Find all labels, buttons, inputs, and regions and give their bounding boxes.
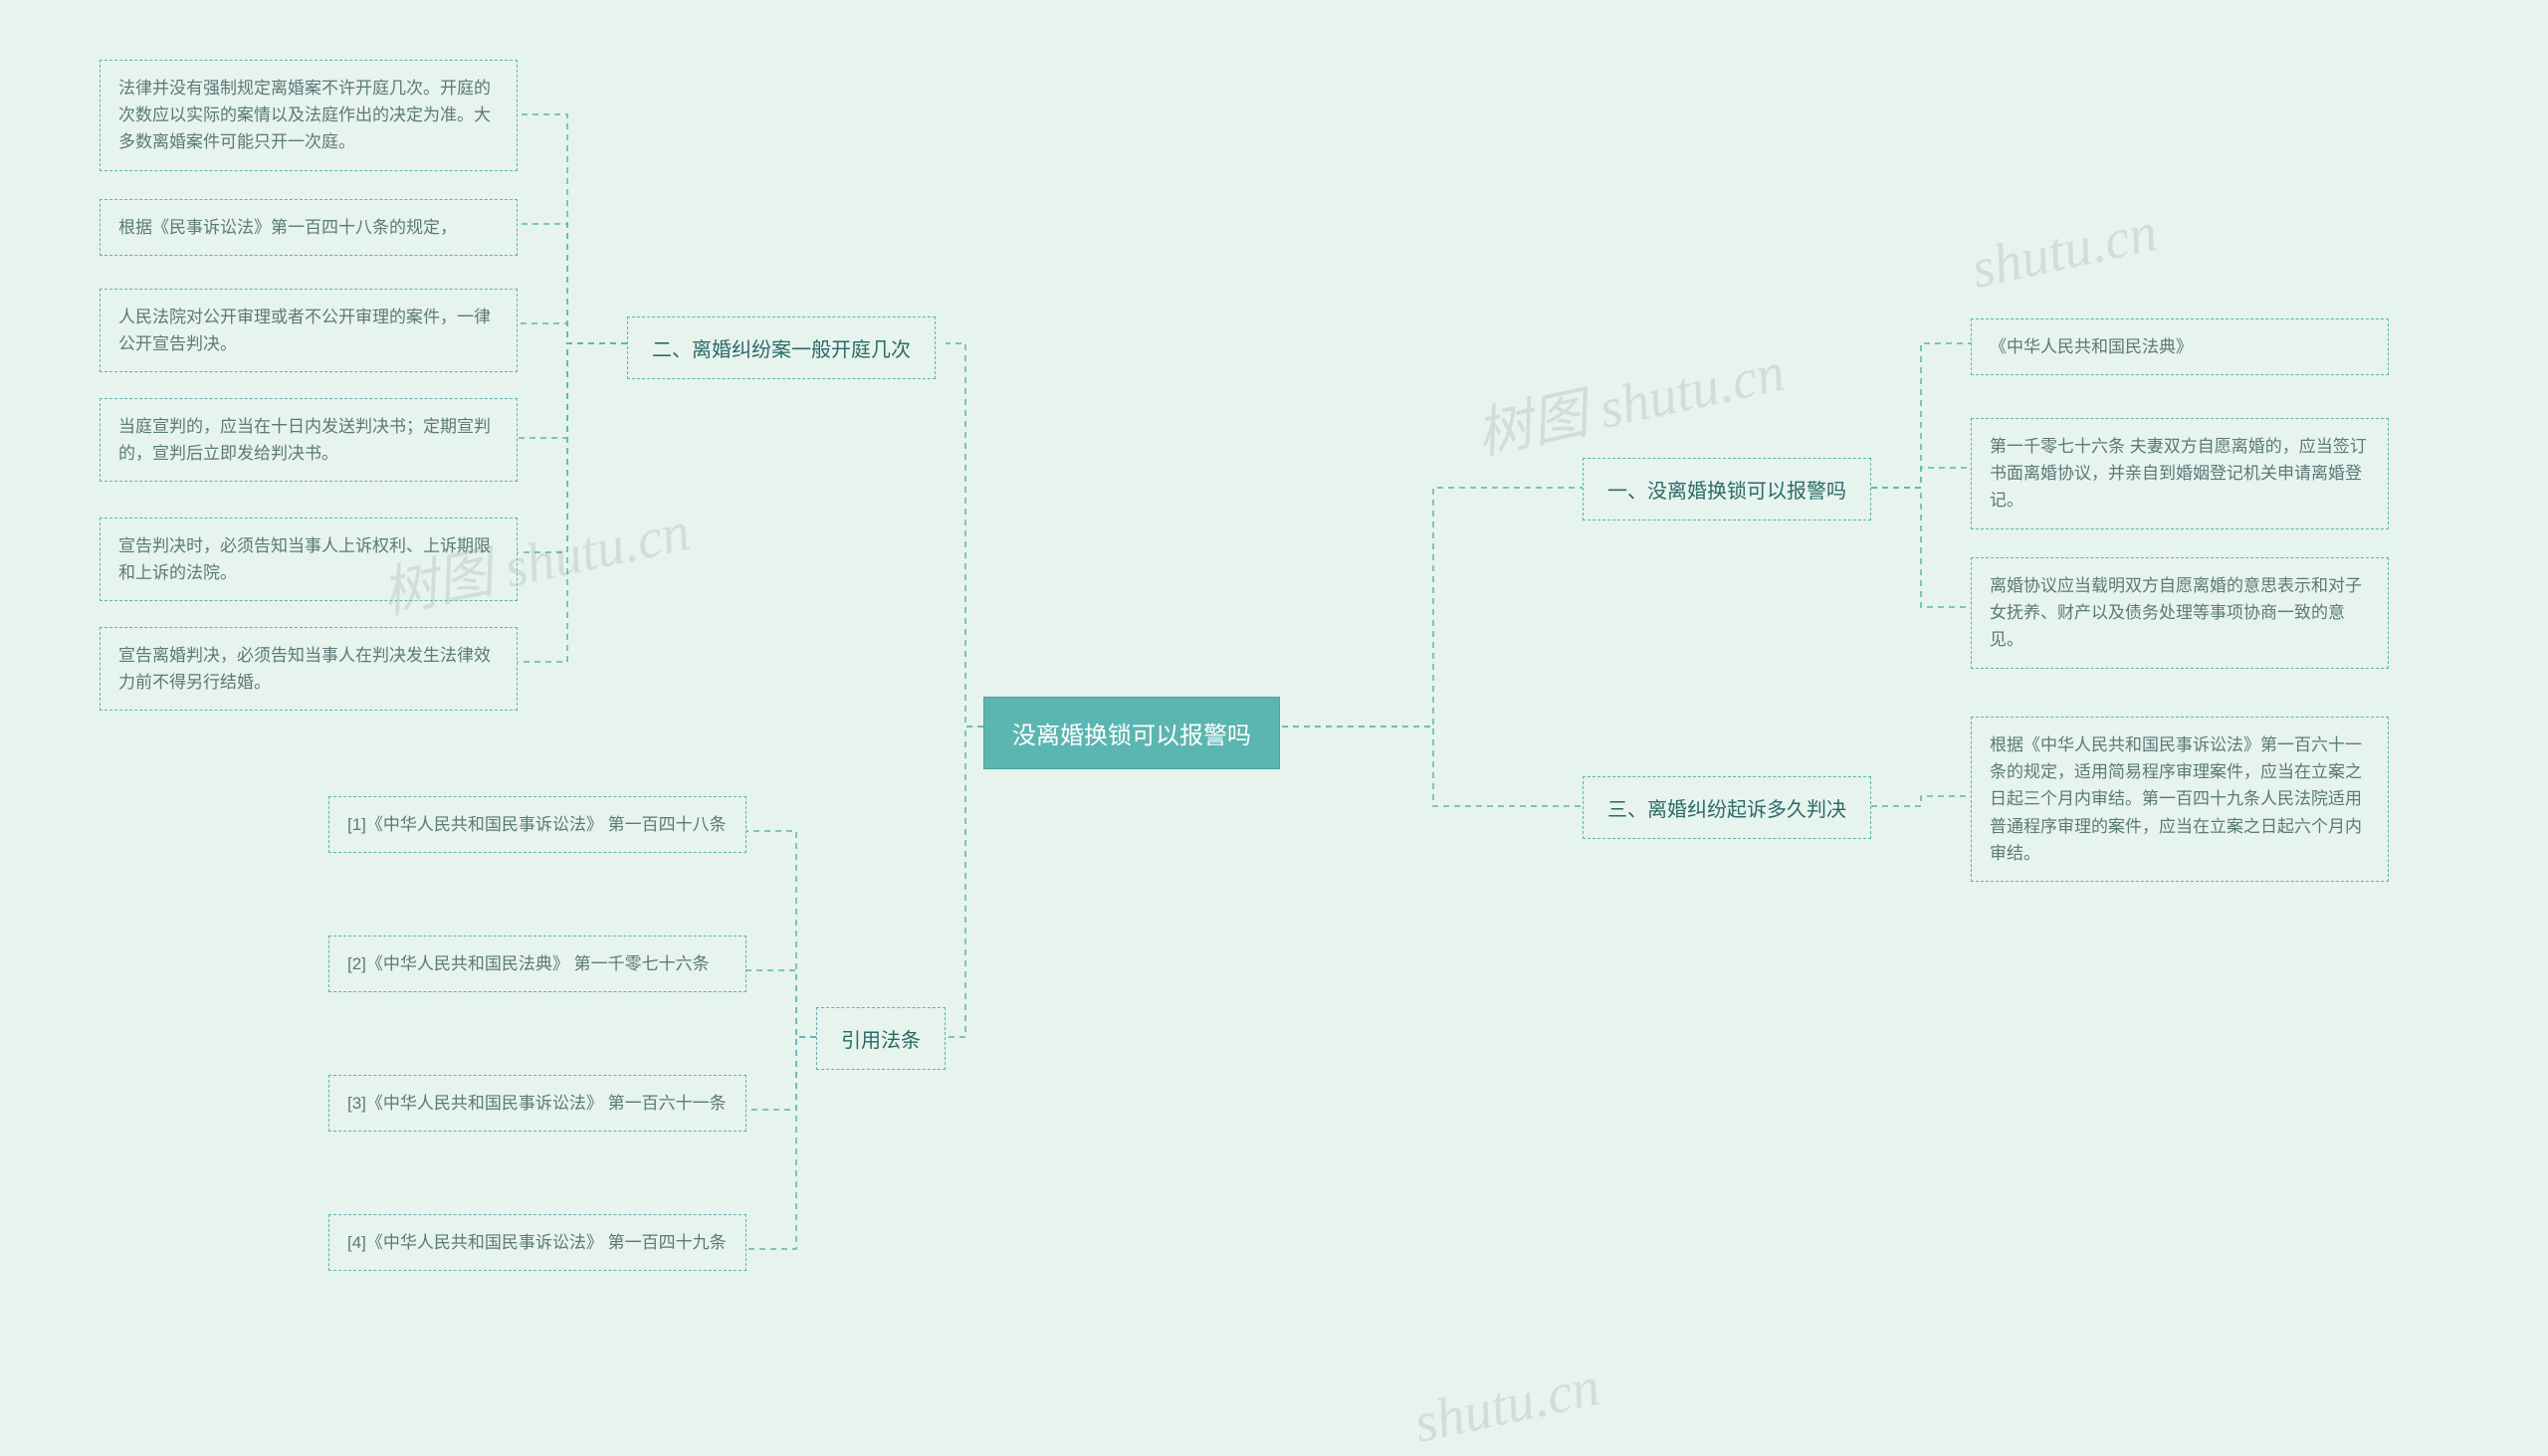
leaf-node[interactable]: [3]《中华人民共和国民事诉讼法》 第一百六十一条: [328, 1075, 746, 1132]
leaf-node[interactable]: 根据《中华人民共和国民事诉讼法》第一百六十一条的规定，适用简易程序审理案件，应当…: [1971, 717, 2389, 882]
branch-two[interactable]: 二、离婚纠纷案一般开庭几次: [627, 316, 936, 379]
leaf-node[interactable]: 法律并没有强制规定离婚案不许开庭几次。开庭的次数应以实际的案情以及法庭作出的决定…: [100, 60, 518, 171]
branch-one[interactable]: 一、没离婚换锁可以报警吗: [1583, 458, 1871, 520]
leaf-node[interactable]: 离婚协议应当载明双方自愿离婚的意思表示和对子女抚养、财产以及债务处理等事项协商一…: [1971, 557, 2389, 669]
leaf-node[interactable]: 宣告离婚判决，必须告知当事人在判决发生法律效力前不得另行结婚。: [100, 627, 518, 711]
branch-three[interactable]: 三、离婚纠纷起诉多久判决: [1583, 776, 1871, 839]
leaf-node[interactable]: [1]《中华人民共和国民事诉讼法》 第一百四十八条: [328, 796, 746, 853]
leaf-node[interactable]: 根据《民事诉讼法》第一百四十八条的规定，: [100, 199, 518, 256]
leaf-node[interactable]: 当庭宣判的，应当在十日内发送判决书；定期宣判的，宣判后立即发给判决书。: [100, 398, 518, 482]
leaf-node[interactable]: [4]《中华人民共和国民事诉讼法》 第一百四十九条: [328, 1214, 746, 1271]
mindmap-canvas: 树图 shutu.cn 树图 shutu.cn shutu.cn shutu.c…: [0, 0, 2548, 1452]
watermark: shutu.cn: [1408, 1354, 1604, 1456]
leaf-node[interactable]: [2]《中华人民共和国民法典》 第一千零七十六条: [328, 936, 746, 992]
leaf-node[interactable]: 第一千零七十六条 夫妻双方自愿离婚的，应当签订书面离婚协议，并亲自到婚姻登记机关…: [1971, 418, 2389, 529]
watermark: 树图 shutu.cn: [1468, 326, 1791, 471]
watermark: shutu.cn: [1966, 200, 2162, 302]
leaf-node[interactable]: 宣告判决时，必须告知当事人上诉权利、上诉期限和上诉的法院。: [100, 518, 518, 601]
root-node[interactable]: 没离婚换锁可以报警吗: [983, 697, 1280, 769]
leaf-node[interactable]: 《中华人民共和国民法典》: [1971, 318, 2389, 375]
branch-ref[interactable]: 引用法条: [816, 1007, 946, 1070]
leaf-node[interactable]: 人民法院对公开审理或者不公开审理的案件，一律公开宣告判决。: [100, 289, 518, 372]
